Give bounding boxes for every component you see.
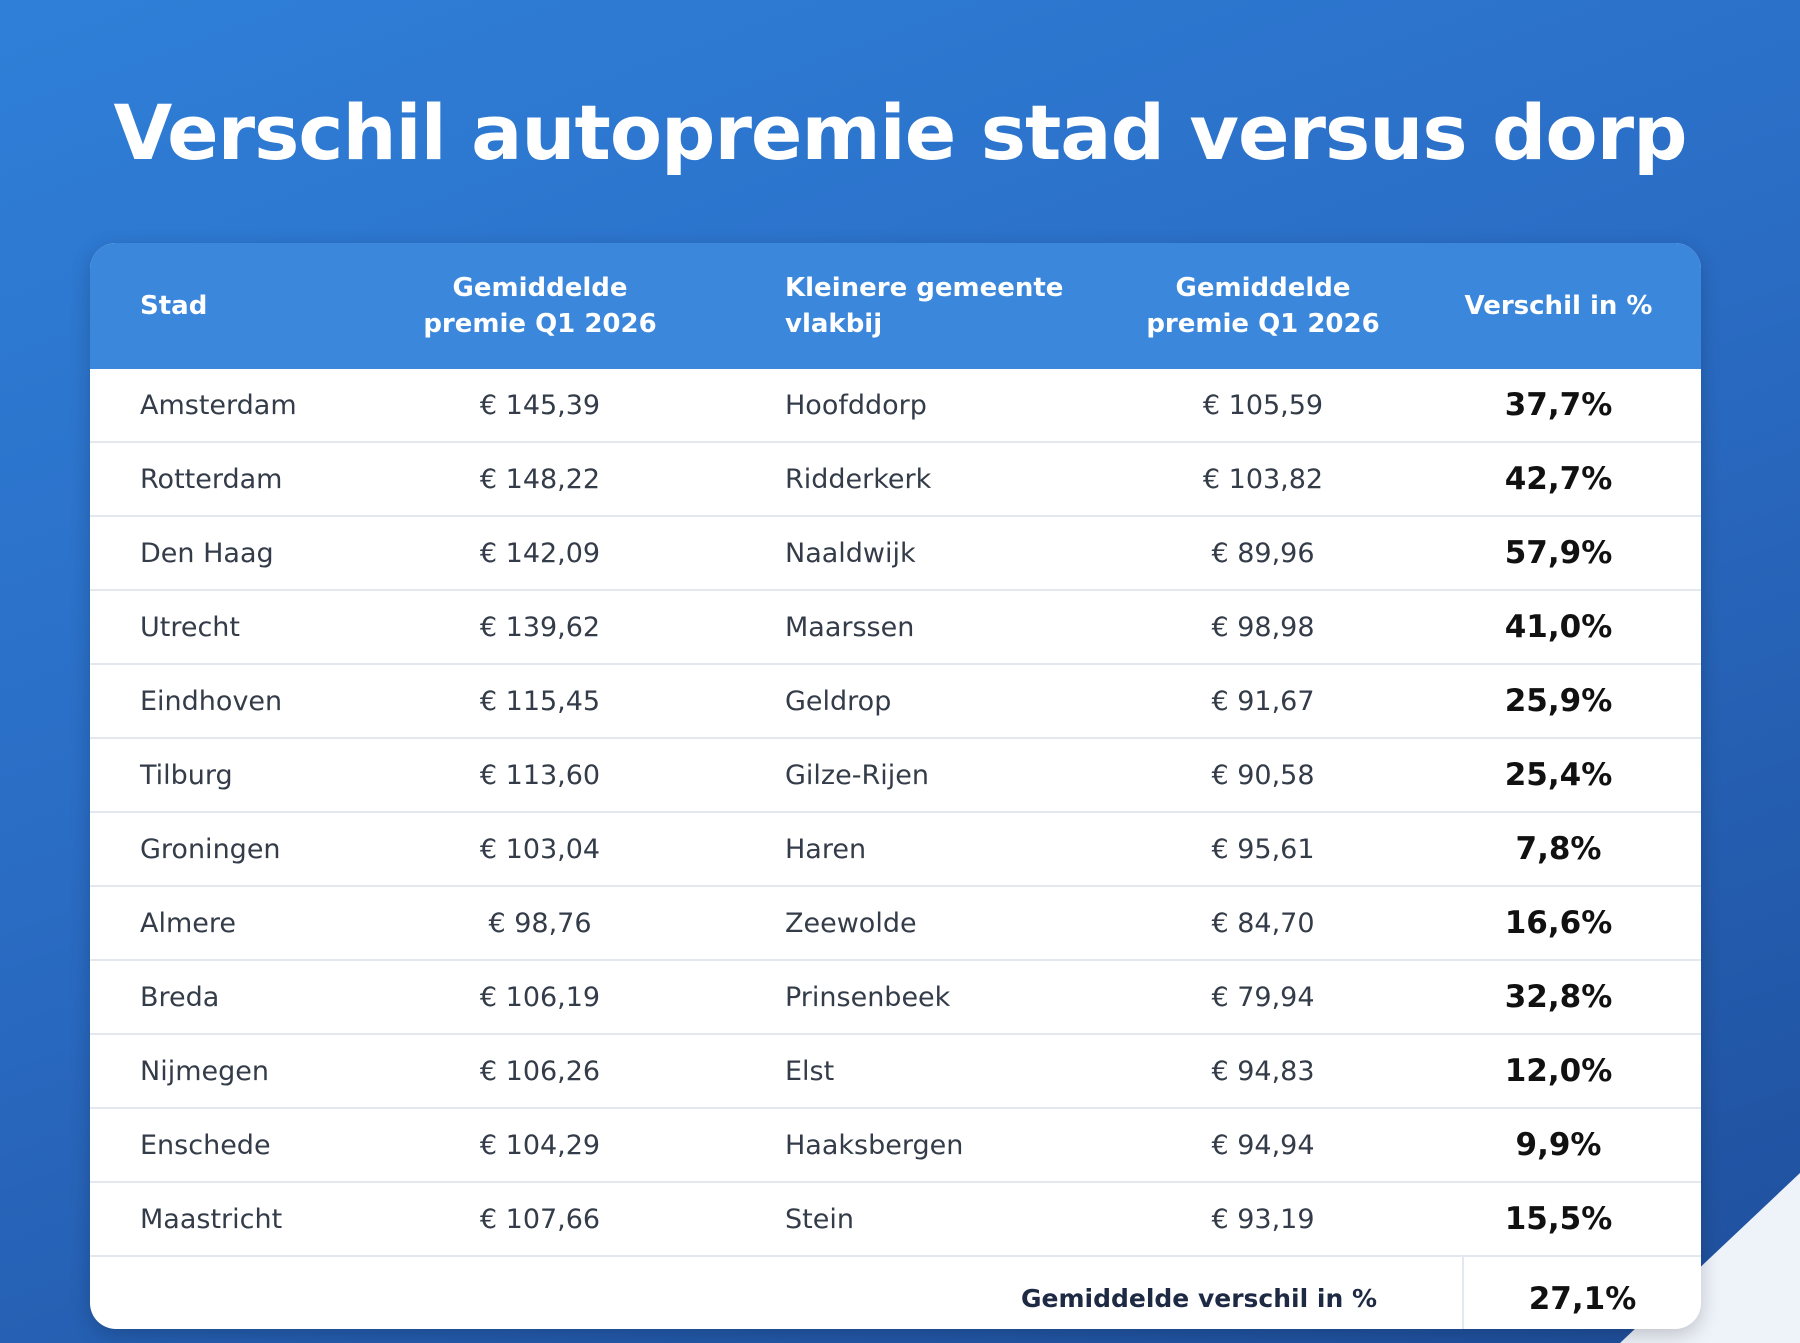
table-cell: € 89,96 — [1211, 537, 1315, 569]
table-cell: € 79,94 — [1211, 981, 1315, 1013]
table-cell: Haaksbergen — [785, 1129, 964, 1161]
table-cell: Maastricht — [140, 1203, 283, 1235]
table-card: Stad Gemiddelde premie Q1 2026 Kleinere ge… — [90, 243, 1701, 1329]
table-cell: Ridderkerk — [785, 463, 932, 495]
table-cell: € 95,61 — [1211, 833, 1315, 865]
table-cell: € 106,26 — [479, 1055, 601, 1087]
table-cell: Nijmegen — [140, 1055, 269, 1087]
header-text: Stad — [140, 291, 208, 321]
table-cell: 25,4% — [1504, 757, 1613, 793]
table-cell: Elst — [785, 1055, 835, 1087]
table-cell: Maarssen — [785, 611, 915, 643]
table-row: Enschede € 104,29 Haaksbergen € 94,94 9,9% — [90, 1109, 1701, 1183]
header-text: Gemiddelde premie Q1 2026 — [423, 273, 657, 339]
table-row: Rotterdam € 148,22 Ridderkerk € 103,82 42,7% — [90, 443, 1701, 517]
header-cell: Kleinere gemeente vlakbij — [730, 270, 1110, 342]
table-cell: € 148,22 — [479, 463, 601, 495]
header-text: Kleinere gemeente vlakbij — [785, 273, 1064, 339]
table-cell: 25,9% — [1504, 683, 1613, 719]
table-cell: € 105,59 — [1202, 389, 1324, 421]
table-row: Nijmegen € 106,26 Elst € 94,83 12,0% — [90, 1035, 1701, 1109]
table-cell: Zeewolde — [785, 907, 917, 939]
table-cell: 7,8% — [1515, 831, 1602, 867]
table-cell: 41,0% — [1504, 609, 1613, 645]
table-row: Maastricht € 107,66 Stein € 93,19 15,5% — [90, 1183, 1701, 1257]
header-cell: Stad — [90, 291, 350, 321]
table-cell: € 103,82 — [1202, 463, 1324, 495]
table-cell: € 93,19 — [1211, 1203, 1315, 1235]
table-cell: Groningen — [140, 833, 281, 865]
table-cell: Rotterdam — [140, 463, 283, 495]
table-cell: € 103,04 — [479, 833, 601, 865]
table-cell: Enschede — [140, 1129, 271, 1161]
table-header: Stad Gemiddelde premie Q1 2026 Kleinere ge… — [90, 243, 1701, 369]
table-row: Breda € 106,19 Prinsenbeek € 79,94 32,8% — [90, 961, 1701, 1035]
table-cell: € 98,76 — [488, 907, 592, 939]
header-cell: Verschil in % — [1416, 291, 1701, 321]
title: Verschil autopremie stad versus dorp — [113, 88, 1687, 177]
table-cell: Almere — [140, 907, 237, 939]
header-text: Gemiddelde premie Q1 2026 — [1146, 273, 1380, 339]
table-cell: Stein — [785, 1203, 854, 1235]
table-row: Almere € 98,76 Zeewolde € 84,70 16,6% — [90, 887, 1701, 961]
table-cell: Breda — [140, 981, 220, 1013]
table-cell: € 94,94 — [1211, 1129, 1315, 1161]
table-row: Groningen € 103,04 Haren € 95,61 7,8% — [90, 813, 1701, 887]
table-cell: € 91,67 — [1211, 685, 1315, 717]
table-cell: Den Haag — [140, 537, 274, 569]
table-cell: Tilburg — [140, 759, 233, 791]
table-cell: € 104,29 — [479, 1129, 601, 1161]
table-cell: € 94,83 — [1211, 1055, 1315, 1087]
table-cell: € 90,58 — [1211, 759, 1315, 791]
table-cell: Geldrop — [785, 685, 892, 717]
footer-label: Gemiddelde verschil in % — [90, 1257, 1464, 1329]
table-cell: € 145,39 — [479, 389, 601, 421]
footer-value: 27,1% — [1528, 1281, 1637, 1317]
table-cell: € 115,45 — [479, 685, 601, 717]
table-cell: Naaldwijk — [785, 537, 916, 569]
table-cell: Eindhoven — [140, 685, 283, 717]
table-footer: Gemiddelde verschil in % 27,1% — [90, 1257, 1701, 1329]
table-cell: 16,6% — [1504, 905, 1613, 941]
table-row: Amsterdam € 145,39 Hoofddorp € 105,59 37,7% — [90, 369, 1701, 443]
table-cell: € 107,66 — [479, 1203, 601, 1235]
table-cell: € 142,09 — [479, 537, 601, 569]
table-cell: Haren — [785, 833, 867, 865]
table-cell: Utrecht — [140, 611, 241, 643]
table-cell: 15,5% — [1504, 1201, 1613, 1237]
header-cell: Gemiddelde premie Q1 2026 — [350, 270, 730, 342]
table-cell: € 84,70 — [1211, 907, 1315, 939]
table-row: Tilburg € 113,60 Gilze-Rijen € 90,58 25,4% — [90, 739, 1701, 813]
header-cell: Gemiddelde premie Q1 2026 — [1110, 270, 1416, 342]
table-cell: Gilze-Rijen — [785, 759, 929, 791]
table-cell: 37,7% — [1504, 387, 1613, 423]
table-cell: Amsterdam — [140, 389, 297, 421]
table-cell: 9,9% — [1515, 1127, 1602, 1163]
table-cell: Hoofddorp — [785, 389, 927, 421]
table-cell: Prinsenbeek — [785, 981, 951, 1013]
table-cell: € 113,60 — [479, 759, 601, 791]
table-row: Den Haag € 142,09 Naaldwijk € 89,96 57,9% — [90, 517, 1701, 591]
table-cell: € 106,19 — [479, 981, 601, 1013]
table-cell: € 98,98 — [1211, 611, 1315, 643]
table-cell: € 139,62 — [479, 611, 601, 643]
table-cell: 57,9% — [1504, 535, 1613, 571]
table-cell: 42,7% — [1504, 461, 1613, 497]
table-cell: 12,0% — [1504, 1053, 1613, 1089]
header-text: Verschil in % — [1464, 291, 1653, 321]
table-row: Utrecht € 139,62 Maarssen € 98,98 41,0% — [90, 591, 1701, 665]
table-row: Eindhoven € 115,45 Geldrop € 91,67 25,9% — [90, 665, 1701, 739]
table-cell: 32,8% — [1504, 979, 1613, 1015]
